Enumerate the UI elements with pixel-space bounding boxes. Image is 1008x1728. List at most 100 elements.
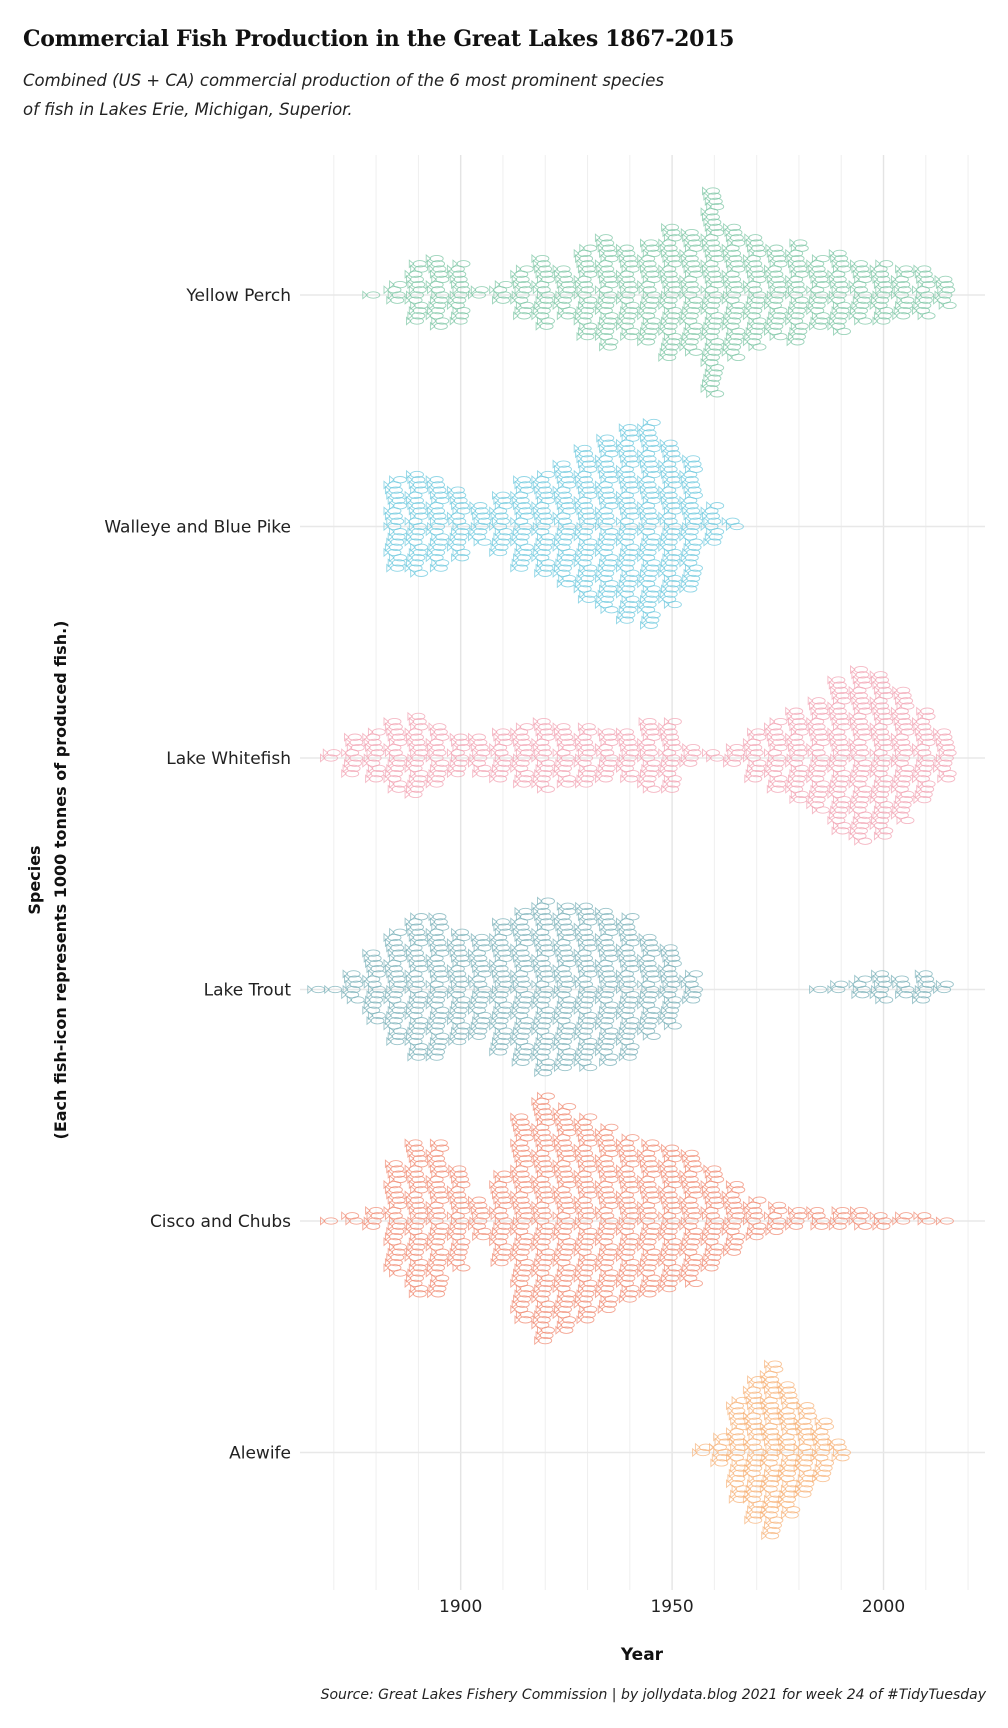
fish-icon — [638, 285, 657, 295]
fish-icon — [618, 1000, 637, 1010]
fish-icon — [934, 732, 953, 742]
fish-icon — [429, 295, 448, 305]
fish-icon — [389, 527, 408, 537]
fish-icon — [597, 243, 616, 253]
fish-icon — [914, 789, 933, 799]
fish-icon — [768, 1216, 787, 1226]
fish-icon — [704, 1195, 723, 1205]
fish-icon — [431, 758, 450, 768]
fish-icon — [730, 1442, 749, 1452]
fish-icon — [599, 274, 618, 284]
fish-icon — [663, 743, 682, 753]
fish-icon — [747, 1226, 766, 1236]
fish-icon — [534, 769, 553, 779]
fish-icon — [682, 454, 701, 464]
fish-icon — [811, 805, 830, 815]
fish-icon — [748, 732, 767, 742]
fish-icon — [621, 1016, 640, 1026]
fish-icon — [618, 1026, 637, 1036]
fish-icon — [448, 943, 467, 953]
fish-icon — [493, 290, 512, 300]
fish-icon — [489, 1047, 508, 1057]
fish-icon — [640, 938, 658, 948]
fish-icon — [410, 1159, 429, 1169]
fish-icon — [745, 1510, 764, 1520]
fish-icon — [731, 1395, 750, 1406]
fish-icon — [641, 943, 660, 953]
fish-icon — [871, 269, 890, 279]
fish-icon — [406, 495, 424, 506]
fish-icon — [532, 1047, 551, 1057]
fish-icon — [786, 711, 805, 721]
fish-icon — [535, 1330, 554, 1340]
fish-icon — [727, 352, 746, 362]
fish-icon — [492, 1252, 510, 1262]
fish-icon — [683, 511, 702, 521]
fish-icon — [596, 1016, 615, 1026]
fish-icon — [532, 285, 551, 295]
fish-icon — [494, 737, 513, 747]
fish-icon — [427, 743, 446, 753]
fish-icon — [494, 527, 513, 537]
fish-icon — [532, 1315, 551, 1325]
fish-icon — [556, 475, 575, 485]
fish-icon — [452, 285, 471, 295]
fish-icon — [744, 1442, 763, 1452]
fish-icon — [933, 727, 952, 737]
fish-icon — [641, 1226, 660, 1236]
fish-icon — [431, 1221, 450, 1231]
fish-icon — [493, 1221, 512, 1231]
fish-icon — [895, 696, 914, 706]
fish-icon — [620, 285, 639, 295]
fish-icon — [779, 1463, 798, 1473]
fish-icon — [851, 300, 870, 310]
fish-icon — [449, 1169, 468, 1179]
fish-icon — [558, 906, 577, 917]
fish-icon — [685, 563, 703, 573]
fish-icon — [410, 748, 429, 758]
fish-icon — [576, 285, 595, 295]
fish-icon — [682, 995, 701, 1005]
fish-icon — [640, 433, 658, 443]
fish-icon — [914, 295, 933, 305]
fish-icon — [404, 1138, 423, 1148]
fish-icon — [706, 1174, 725, 1184]
fish-icon — [766, 758, 785, 768]
fish-icon — [766, 784, 785, 794]
fish-icon — [367, 969, 386, 979]
fish-icon — [642, 316, 661, 326]
fish-icon — [425, 254, 444, 264]
fish-icon — [872, 974, 891, 984]
fish-icon — [451, 553, 470, 563]
fish-icon — [785, 706, 804, 716]
fish-icon — [431, 290, 450, 300]
fish-icon — [703, 373, 722, 383]
fish-icon — [599, 290, 618, 300]
fish-icon — [764, 1437, 782, 1447]
fish-icon — [680, 1242, 699, 1252]
fish-icon — [706, 337, 725, 347]
fish-icon — [779, 1442, 798, 1452]
fish-icon — [600, 311, 619, 321]
fish-icon — [621, 938, 640, 948]
fish-icon — [872, 784, 891, 794]
fish-icon — [599, 758, 618, 768]
fish-icon — [748, 290, 767, 300]
fish-icon — [640, 620, 658, 630]
fish-icon — [895, 1211, 914, 1221]
fish-icon — [790, 269, 809, 279]
fish-icon — [852, 295, 871, 305]
fish-icon — [575, 311, 594, 321]
fish-icon — [748, 316, 767, 326]
fish-icon — [386, 537, 405, 547]
fish-icon — [515, 964, 534, 974]
fish-icon — [345, 979, 364, 989]
fish-icon — [469, 1000, 488, 1010]
fish-icon — [493, 1195, 512, 1205]
fish-icon — [638, 506, 657, 516]
fish-icon — [892, 753, 911, 763]
fish-icon — [558, 1154, 577, 1164]
fish-icon — [600, 1200, 619, 1210]
fish-icon — [621, 769, 640, 779]
fish-icon — [618, 1294, 637, 1304]
